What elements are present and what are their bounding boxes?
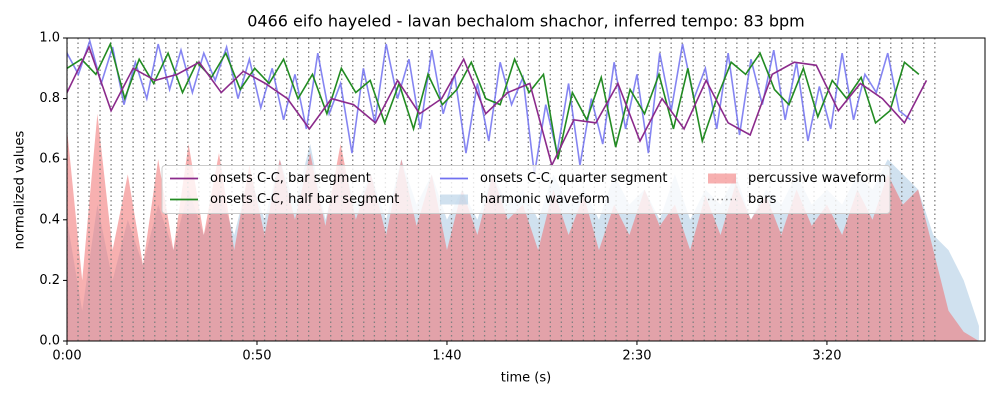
series-line [67,41,920,160]
legend-label: bars [748,192,777,207]
series-line [67,45,928,168]
y-tick-label: 0.4 [39,212,60,227]
y-tick-label: 0.2 [39,273,60,288]
y-tick-label: 0.0 [39,334,60,349]
waveform-area [67,113,979,341]
x-tick-label: 0:50 [242,349,271,364]
y-axis-label: normalized values [13,130,28,249]
x-axis-label: time (s) [501,371,551,386]
x-tick-label: 2:30 [622,349,651,364]
legend-label: onsets C-C, half bar segment [210,192,399,207]
legend-handle [440,194,468,205]
legend-label: percussive waveform [748,171,886,186]
x-tick-label: 0:00 [52,349,81,364]
series-line [67,38,912,175]
legend: onsets C-C, bar segment onsets C-C, half … [161,165,891,214]
plot-frame [66,37,986,342]
x-tick-label: 1:40 [432,349,461,364]
x-tick-label: 3:20 [812,349,841,364]
legend-label: harmonic waveform [480,192,610,207]
legend-label: onsets C-C, quarter segment [480,171,667,186]
y-tick-label: 0.8 [39,91,60,106]
y-tick-label: 1.0 [39,31,60,46]
chart-title: 0466 eifo hayeled - lavan bechalom shach… [247,12,805,31]
y-tick-label: 0.6 [39,152,60,167]
plot-area [67,38,979,341]
legend-label: onsets C-C, bar segment [210,171,371,186]
legend-handle [708,173,736,184]
